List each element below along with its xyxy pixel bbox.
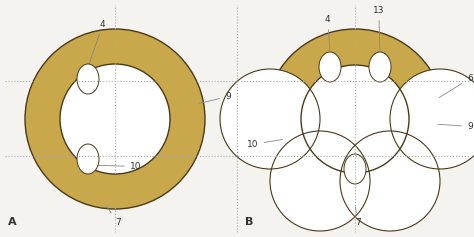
Text: 4: 4 bbox=[89, 20, 106, 64]
Text: 6: 6 bbox=[439, 74, 473, 98]
Circle shape bbox=[390, 69, 474, 169]
Text: 10: 10 bbox=[91, 162, 142, 171]
Text: B: B bbox=[245, 217, 254, 227]
Circle shape bbox=[301, 65, 409, 173]
Circle shape bbox=[220, 69, 320, 169]
Circle shape bbox=[270, 131, 370, 231]
Ellipse shape bbox=[77, 144, 99, 174]
Text: 7: 7 bbox=[355, 207, 361, 227]
Circle shape bbox=[340, 131, 440, 231]
Text: 10: 10 bbox=[247, 139, 282, 149]
Circle shape bbox=[60, 64, 170, 174]
Text: A: A bbox=[8, 217, 17, 227]
Circle shape bbox=[265, 29, 445, 209]
Text: 9: 9 bbox=[438, 122, 473, 131]
Circle shape bbox=[25, 29, 205, 209]
Text: 4: 4 bbox=[325, 15, 331, 50]
Ellipse shape bbox=[369, 52, 391, 82]
Ellipse shape bbox=[344, 154, 366, 184]
Text: 7: 7 bbox=[107, 206, 121, 227]
Text: 9: 9 bbox=[200, 92, 231, 103]
Text: 13: 13 bbox=[373, 6, 384, 50]
Ellipse shape bbox=[77, 64, 99, 94]
Ellipse shape bbox=[319, 52, 341, 82]
